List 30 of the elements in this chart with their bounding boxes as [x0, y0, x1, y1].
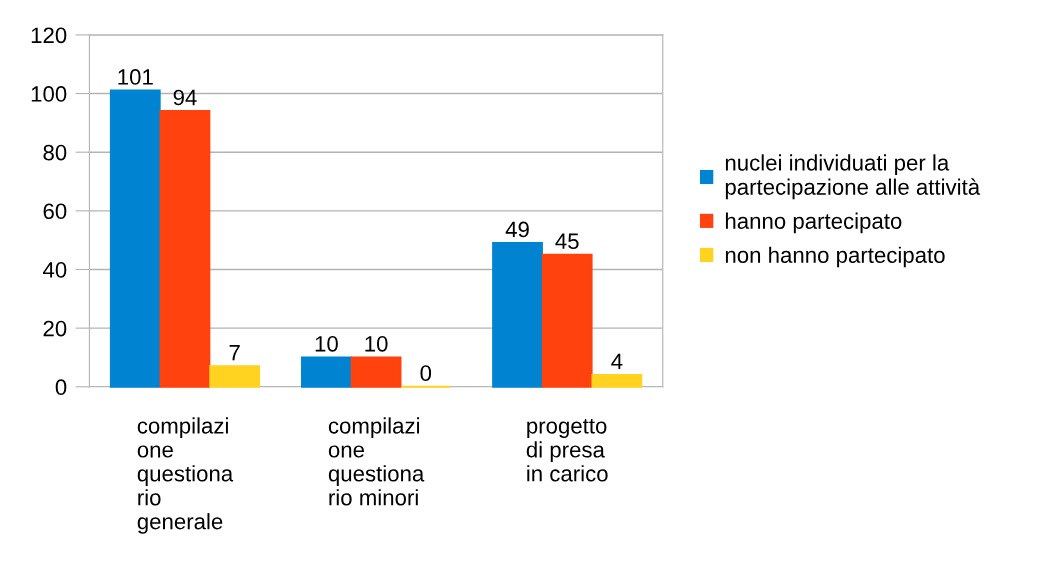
bar — [209, 365, 261, 388]
x-tick-label: compilazi one questiona rio minori — [328, 417, 425, 506]
data-label: 10 — [315, 335, 338, 352]
bar — [541, 253, 593, 388]
data-label: 4 — [611, 353, 623, 370]
data-label: 0 — [420, 365, 432, 381]
y-tick-label: 40 — [42, 262, 67, 278]
y-tick-label: 20 — [43, 320, 67, 337]
bar — [109, 89, 161, 388]
data-label: 94 — [173, 89, 197, 106]
x-tick-label: progetto di presa in carico — [526, 419, 608, 482]
legend-label: nuclei individuati per la partecipazione alle attività — [725, 154, 981, 200]
bar — [301, 356, 352, 388]
data-label: 49 — [505, 221, 529, 238]
y-tick-label: 120 — [31, 27, 67, 44]
bar — [350, 356, 402, 388]
legend-label: non hanno partecipato — [725, 246, 945, 268]
data-label: 10 — [365, 335, 388, 352]
data-label: 101 — [118, 69, 153, 85]
y-tick-label: 60 — [43, 203, 67, 220]
x-tick-label: compilazi one questiona rio generale — [137, 417, 234, 534]
y-tick-label: 100 — [31, 86, 67, 102]
bar — [492, 242, 543, 388]
data-label: 7 — [229, 344, 240, 361]
data-label: 45 — [555, 233, 579, 250]
y-tick-label: 80 — [43, 144, 67, 161]
bar — [159, 110, 211, 388]
legend-label: hanno partecipato — [725, 212, 902, 234]
y-tick-label: 0 — [55, 379, 67, 396]
bar — [591, 374, 643, 388]
